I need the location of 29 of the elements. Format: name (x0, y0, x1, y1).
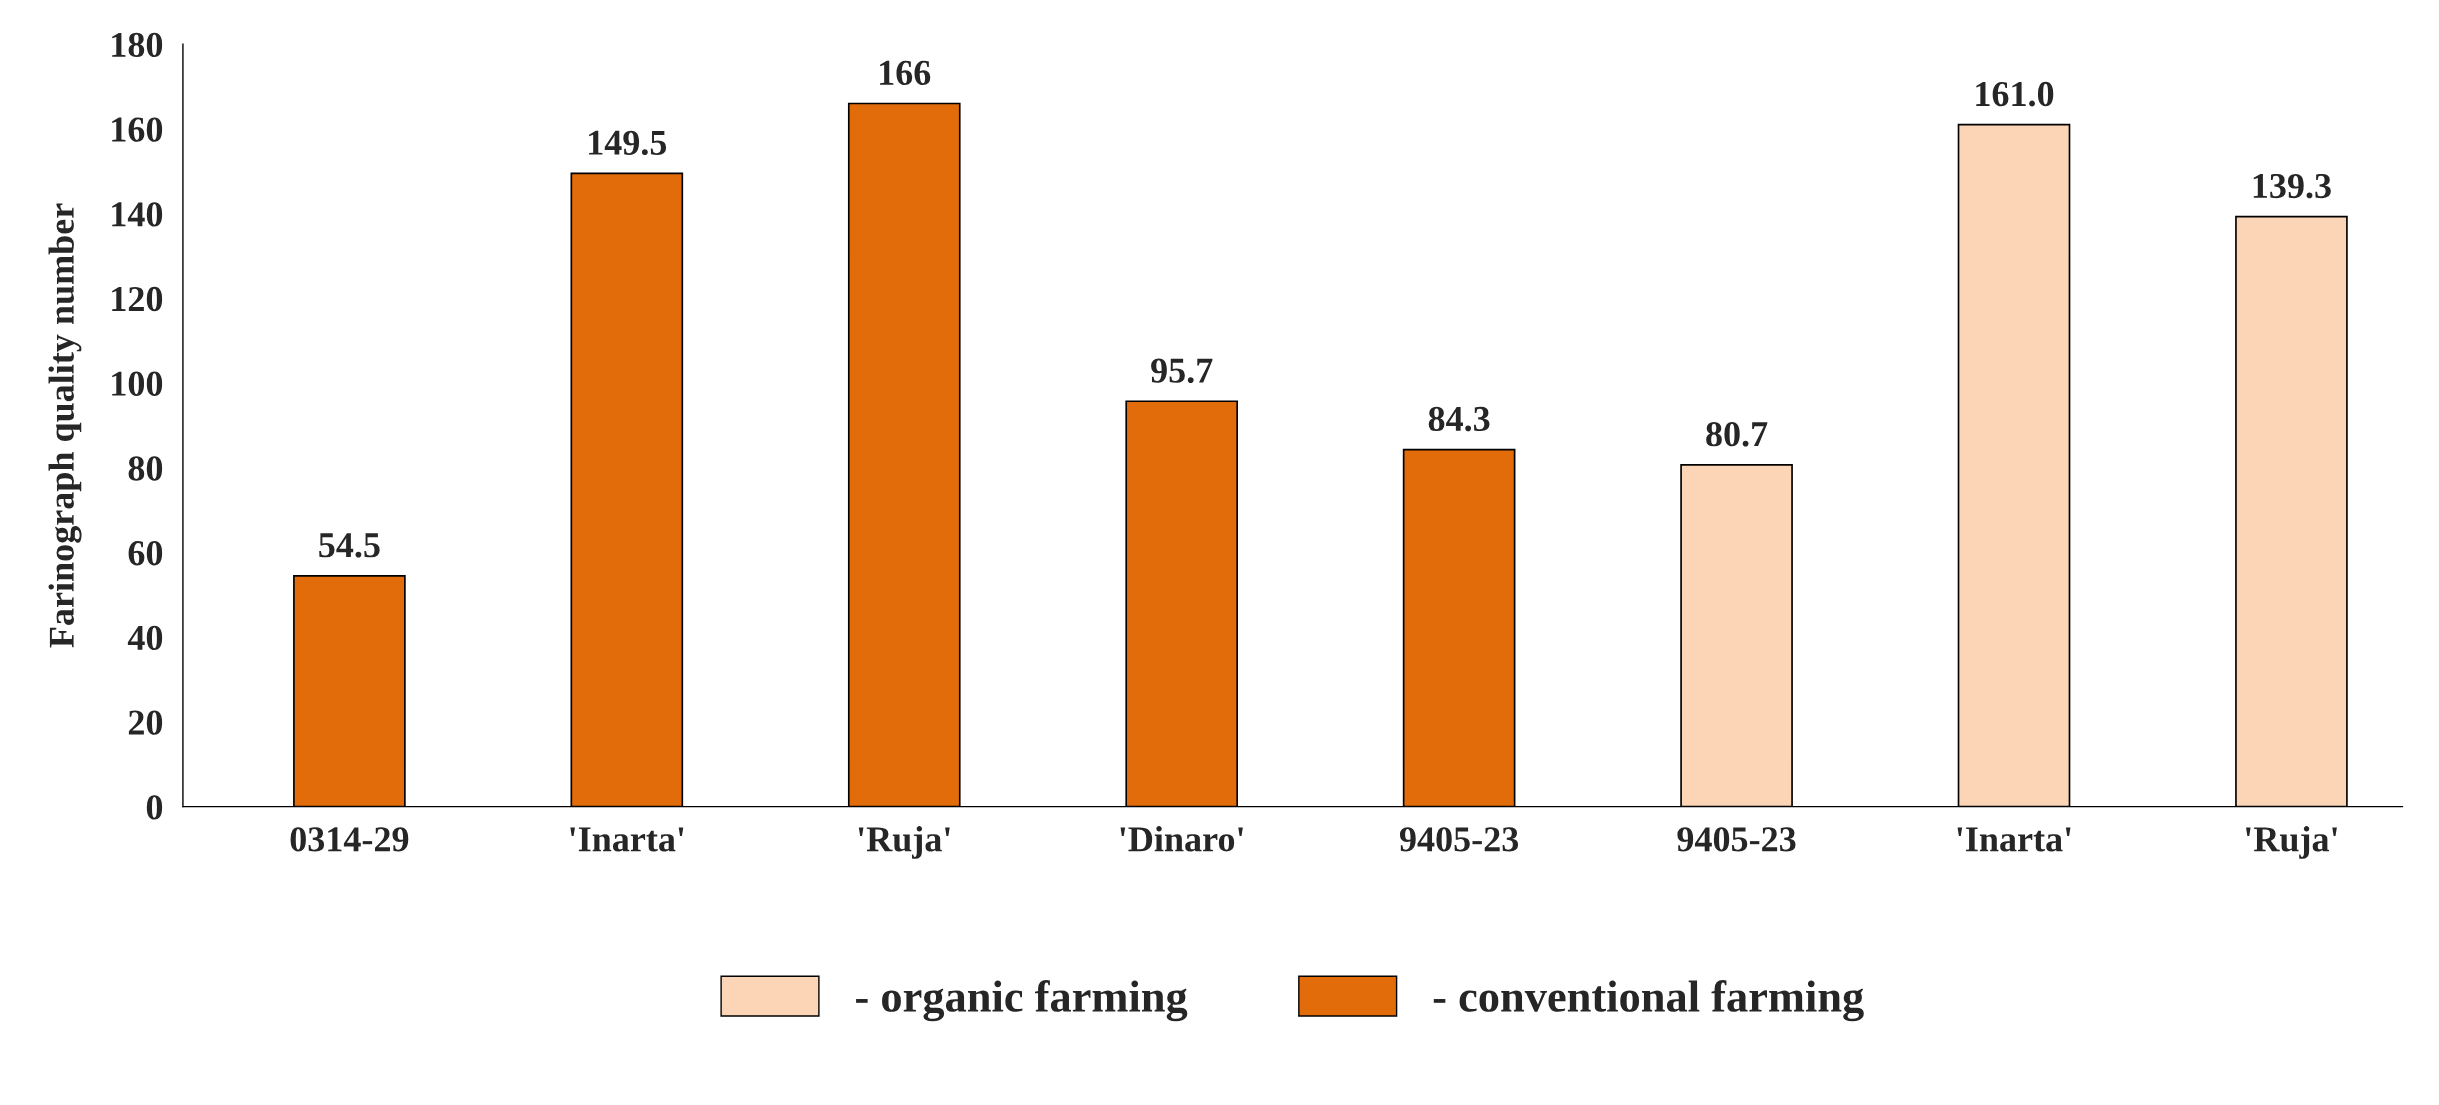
x-tick-label: 'Ruja' (2246, 826, 2337, 859)
y-tick-label: 80 (128, 456, 163, 481)
y-tick-label: 140 (112, 202, 163, 227)
y-axis-title: Farinograph quality number (48, 203, 82, 648)
data-label: 84.3 (1428, 406, 1490, 432)
data-label: 95.7 (1151, 358, 1213, 383)
data-label: 139.3 (2253, 173, 2331, 199)
y-tick-label: 60 (128, 541, 163, 566)
y-tick-label: 160 (112, 117, 163, 142)
data-label: 166 (880, 60, 931, 86)
data-label: 54.5 (319, 533, 380, 558)
x-tick-label: 'Dinaro' (1120, 826, 1243, 852)
y-tick-label: 0 (146, 795, 163, 820)
data-label: 161.0 (1976, 81, 2054, 107)
data-label: 80.7 (1706, 422, 1768, 447)
x-tick-label: 'Inarta' (1957, 827, 2071, 852)
x-tick-label: 'Inarta' (570, 827, 684, 852)
legend-label: - conventional farming (1433, 980, 1864, 1022)
y-tick-label: 20 (128, 710, 163, 735)
y-tick-label: 100 (112, 371, 163, 396)
x-tick-label: 0314-29 (290, 827, 409, 852)
data-label: 149.5 (589, 130, 667, 156)
y-tick-label: 180 (112, 32, 163, 58)
x-tick-label: 9405-23 (1677, 827, 1796, 852)
legend-label: - organic farming (856, 980, 1188, 1022)
y-tick-label: 40 (127, 625, 163, 651)
y-tick-label: 120 (112, 286, 163, 312)
x-tick-label: 'Ruja' (858, 826, 950, 859)
x-tick-label: 9405-23 (1399, 827, 1519, 852)
